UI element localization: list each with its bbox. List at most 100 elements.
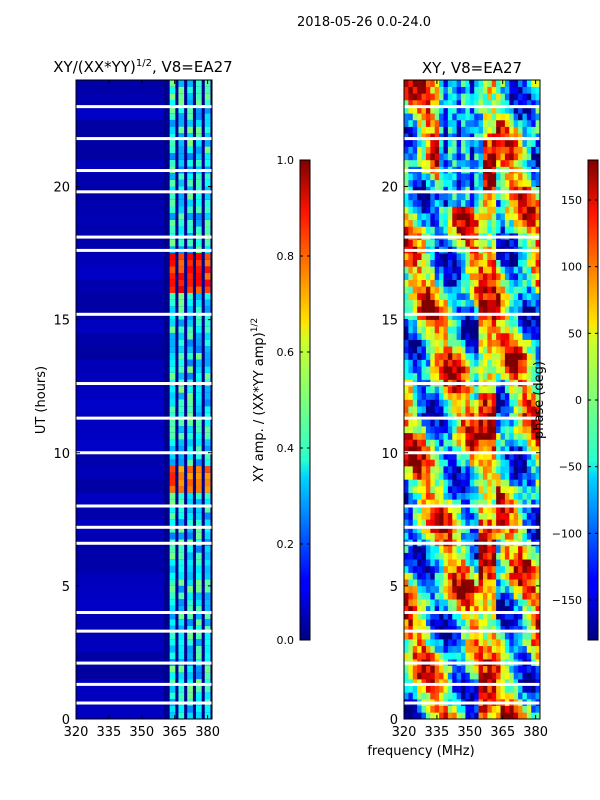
- heatmap-cell: [412, 705, 418, 713]
- heatmap-cell: [482, 146, 488, 154]
- heatmap-cell: [469, 672, 475, 680]
- heatmap-cell: [443, 406, 449, 414]
- heatmap-cell: [500, 366, 506, 374]
- heatmap-cell: [474, 499, 479, 507]
- heatmap-cell: [443, 213, 449, 221]
- heatmap-cell: [169, 226, 176, 234]
- heatmap-cell: [513, 632, 519, 640]
- heatmap-cell: [513, 645, 519, 653]
- heatmap-cell: [496, 299, 501, 307]
- heatmap-cell: [500, 492, 506, 500]
- heatmap-cell: [491, 486, 497, 493]
- heatmap-cell: [169, 213, 176, 220]
- heatmap-cell: [178, 266, 185, 274]
- heatmap-cell: [513, 153, 519, 161]
- heatmap-cell: [531, 219, 536, 227]
- heatmap-cell: [496, 452, 501, 460]
- heatmap-cell: [482, 332, 488, 340]
- heatmap-cell: [443, 86, 449, 94]
- heatmap-cell: [478, 446, 484, 454]
- heatmap-cell: [461, 359, 466, 367]
- heatmap-cell: [504, 419, 510, 427]
- left-colorbar-label: XY amp. / (XX*YY amp)1/2: [250, 318, 267, 482]
- heatmap-cell: [513, 472, 519, 480]
- heatmap-cell: [496, 506, 501, 513]
- heatmap-cell: [195, 705, 202, 713]
- heatmap-cell: [195, 552, 202, 560]
- heatmap-cell: [404, 226, 409, 234]
- missing-data-gap: [76, 525, 212, 529]
- heatmap-cell: [465, 126, 471, 134]
- missing-data-gap: [404, 701, 540, 705]
- heatmap-cell: [518, 306, 523, 314]
- heatmap-cell: [404, 119, 409, 127]
- heatmap-cell: [417, 685, 422, 693]
- heatmap-cell: [461, 392, 466, 400]
- heatmap-cell: [178, 186, 185, 194]
- heatmap-cell: [447, 619, 453, 627]
- heatmap-cell: [412, 492, 418, 500]
- heatmap-cell: [491, 186, 497, 194]
- heatmap-cell: [469, 679, 475, 687]
- heatmap-cell: [169, 439, 176, 447]
- heatmap-cell: [504, 119, 510, 127]
- missing-data-gap: [404, 541, 540, 545]
- heatmap-cell: [500, 612, 506, 620]
- missing-data-gap: [404, 629, 540, 633]
- heatmap-cell: [178, 446, 185, 453]
- heatmap-cell: [478, 645, 484, 653]
- heatmap-cell: [500, 153, 506, 161]
- heatmap-cell: [518, 213, 523, 221]
- heatmap-cell: [518, 679, 523, 687]
- heatmap-cell: [443, 293, 449, 300]
- heatmap-cell: [434, 386, 440, 394]
- heatmap-cell: [425, 219, 431, 227]
- heatmap-cell: [430, 685, 436, 693]
- heatmap-cell: [204, 432, 211, 440]
- heatmap-cell: [187, 86, 193, 94]
- heatmap-cell: [482, 672, 488, 680]
- heatmap-cell: [408, 619, 414, 627]
- heatmap-cell: [412, 93, 418, 101]
- heatmap-cell: [526, 512, 532, 520]
- heatmap-cell: [531, 565, 536, 573]
- heatmap-cell: [204, 253, 211, 260]
- heatmap-cell: [513, 712, 519, 719]
- heatmap-cell: [491, 499, 497, 507]
- heatmap-cell: [439, 392, 444, 400]
- heatmap-cell: [478, 612, 484, 620]
- heatmap-cell: [404, 552, 409, 560]
- heatmap-cell: [531, 439, 536, 447]
- heatmap-cell: [408, 286, 414, 294]
- heatmap-cell: [526, 645, 532, 653]
- heatmap-cell: [195, 652, 202, 660]
- heatmap-cell: [487, 665, 493, 673]
- right-plot-frame: [403, 79, 541, 720]
- heatmap-cell: [513, 372, 519, 380]
- heatmap-cell: [504, 519, 510, 527]
- heatmap-cell: [452, 346, 457, 354]
- heatmap-cell: [522, 472, 528, 480]
- heatmap-cell: [482, 492, 488, 500]
- y-tick-label: 15: [381, 314, 398, 329]
- heatmap-cell: [430, 579, 436, 587]
- heatmap-cell: [513, 199, 519, 207]
- heatmap-cell: [195, 226, 202, 234]
- heatmap-cell: [430, 186, 436, 194]
- heatmap-cell: [500, 479, 506, 487]
- heatmap-cell: [421, 299, 427, 307]
- x-tick-label: 335: [424, 725, 449, 740]
- heatmap-cell: [518, 266, 523, 274]
- heatmap-cell: [465, 306, 471, 314]
- heatmap-cell: [452, 279, 457, 287]
- heatmap-cell: [417, 665, 422, 673]
- heatmap-cell: [447, 279, 453, 287]
- heatmap-cell: [404, 446, 409, 454]
- heatmap-cell: [456, 372, 462, 380]
- heatmap-cell: [447, 519, 453, 527]
- heatmap-cell: [518, 599, 523, 607]
- heatmap-cell: [491, 545, 497, 553]
- heatmap-cell: [474, 99, 479, 107]
- heatmap-cell: [461, 332, 466, 340]
- heatmap-cell: [404, 545, 409, 553]
